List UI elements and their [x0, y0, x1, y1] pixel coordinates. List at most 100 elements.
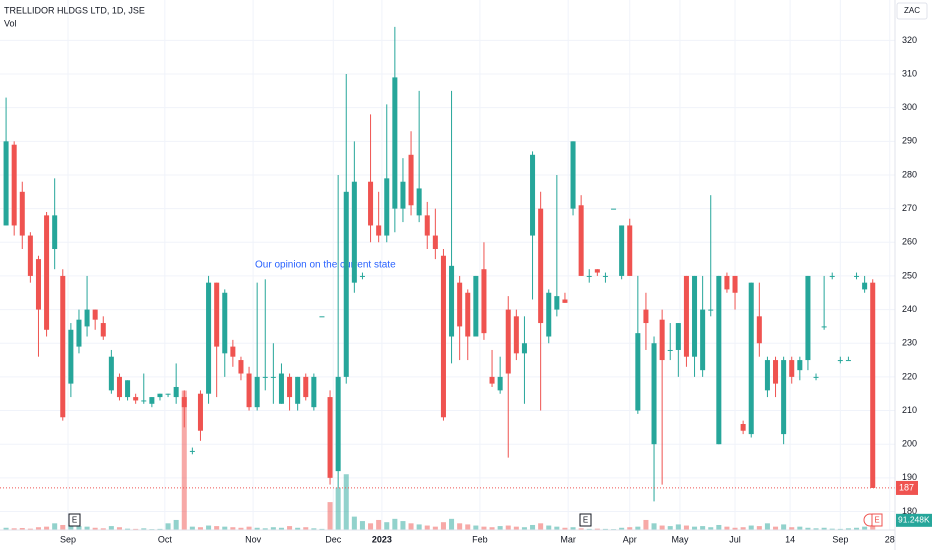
x-tick-label: Feb	[472, 534, 488, 544]
candle-body	[108, 356, 114, 391]
volume-bar	[538, 523, 544, 530]
candle-body	[270, 376, 276, 378]
volume-bar	[206, 525, 212, 530]
y-tick-label: 210	[902, 405, 917, 415]
volume-bar	[748, 525, 754, 530]
candle-body	[157, 393, 163, 398]
candle-body	[68, 329, 74, 384]
volume-bar	[270, 527, 276, 530]
candle-body	[789, 360, 795, 377]
y-tick-label: 190	[902, 472, 917, 482]
candle-body	[748, 282, 754, 435]
volume-bar	[424, 525, 430, 530]
volume-bar	[311, 528, 317, 530]
volume-bar	[408, 523, 414, 530]
currency-box[interactable]	[896, 2, 928, 20]
candle-body	[683, 275, 689, 357]
candle-body	[262, 376, 268, 378]
volume-bar	[27, 528, 33, 530]
y-tick-label: 200	[902, 439, 917, 449]
candle-body	[359, 275, 365, 277]
earnings-label[interactable]: E	[583, 516, 588, 525]
volume-bar	[473, 525, 479, 530]
candle-body	[254, 376, 260, 408]
candle-body	[416, 188, 422, 216]
x-tick-label: Nov	[245, 534, 262, 544]
candle-body	[84, 309, 90, 327]
earnings-marker[interactable]: E	[68, 513, 81, 527]
volume-bar	[376, 519, 382, 530]
volume-bar	[667, 526, 673, 530]
x-tick-label: Jul	[729, 534, 741, 544]
currency[interactable]: ZAC	[904, 6, 920, 15]
candle-body	[473, 275, 479, 337]
volume-bar	[254, 527, 260, 530]
volume-bar	[781, 524, 787, 530]
volume-bar	[724, 526, 730, 530]
volume-bar	[764, 523, 770, 530]
candle-body	[368, 181, 374, 226]
candle-body	[586, 275, 592, 277]
volume-bar	[262, 528, 268, 530]
candle-body	[238, 360, 244, 374]
volume-bar	[521, 527, 527, 530]
earnings-label[interactable]: E	[72, 516, 77, 525]
candle-body	[619, 225, 625, 276]
candle-body	[311, 376, 317, 408]
volume-title: Vol	[4, 18, 17, 28]
candle-body	[578, 205, 584, 276]
candle-body	[125, 380, 131, 398]
candle-body	[813, 376, 819, 378]
volume-bar	[416, 524, 422, 530]
y-tick-label: 270	[902, 203, 917, 213]
candle-body	[173, 386, 179, 398]
candle-body	[3, 141, 9, 226]
volume-bar	[295, 527, 301, 530]
volume-bar	[368, 523, 374, 530]
candle-body	[278, 373, 284, 404]
axes: 180 190 200 210 220 230 240 250 260 270 280 290 300 3…	[0, 35, 932, 544]
candle-body	[513, 316, 519, 354]
candle-body	[335, 376, 341, 472]
earnings-label[interactable]: E	[874, 516, 879, 525]
volume-bar	[513, 526, 519, 530]
volume-bar	[303, 527, 309, 530]
candle-body	[400, 181, 406, 209]
annotation: Our opinion on the current state	[255, 260, 396, 271]
volume-bar	[530, 524, 536, 530]
grid	[0, 0, 895, 530]
candle-body	[724, 275, 730, 290]
candle-body	[222, 292, 228, 354]
candle-body	[489, 376, 495, 384]
candle-body	[611, 208, 617, 210]
candle-body	[457, 282, 463, 327]
volume-bar	[602, 528, 608, 530]
candle-body	[287, 376, 293, 398]
candle-body	[521, 343, 527, 354]
candle-body	[764, 360, 770, 391]
candle-body	[740, 424, 746, 431]
earnings-marker[interactable]: E	[863, 513, 883, 527]
x-tick-label: Dec	[325, 534, 342, 544]
volume-bar	[214, 526, 220, 530]
volume-bar	[35, 527, 41, 530]
candle-body	[530, 154, 536, 236]
candle-body	[667, 349, 673, 351]
volume-bar	[343, 474, 349, 530]
candle-body	[594, 269, 600, 273]
candle-body	[432, 235, 438, 250]
volume-bar	[635, 526, 641, 530]
candle-body	[303, 376, 309, 398]
candle-body	[165, 393, 171, 395]
earnings-marker[interactable]: E	[579, 513, 592, 527]
last-volume-box	[896, 513, 932, 527]
candle-body	[52, 215, 58, 250]
candle-body	[570, 141, 576, 209]
volume-bar	[449, 518, 455, 530]
volume-bar	[108, 526, 114, 530]
volume-bar	[60, 524, 66, 530]
volume-bar	[505, 525, 511, 530]
volume-bar	[481, 526, 487, 530]
volume-bar	[246, 526, 252, 530]
y-tick-label: 280	[902, 169, 917, 179]
